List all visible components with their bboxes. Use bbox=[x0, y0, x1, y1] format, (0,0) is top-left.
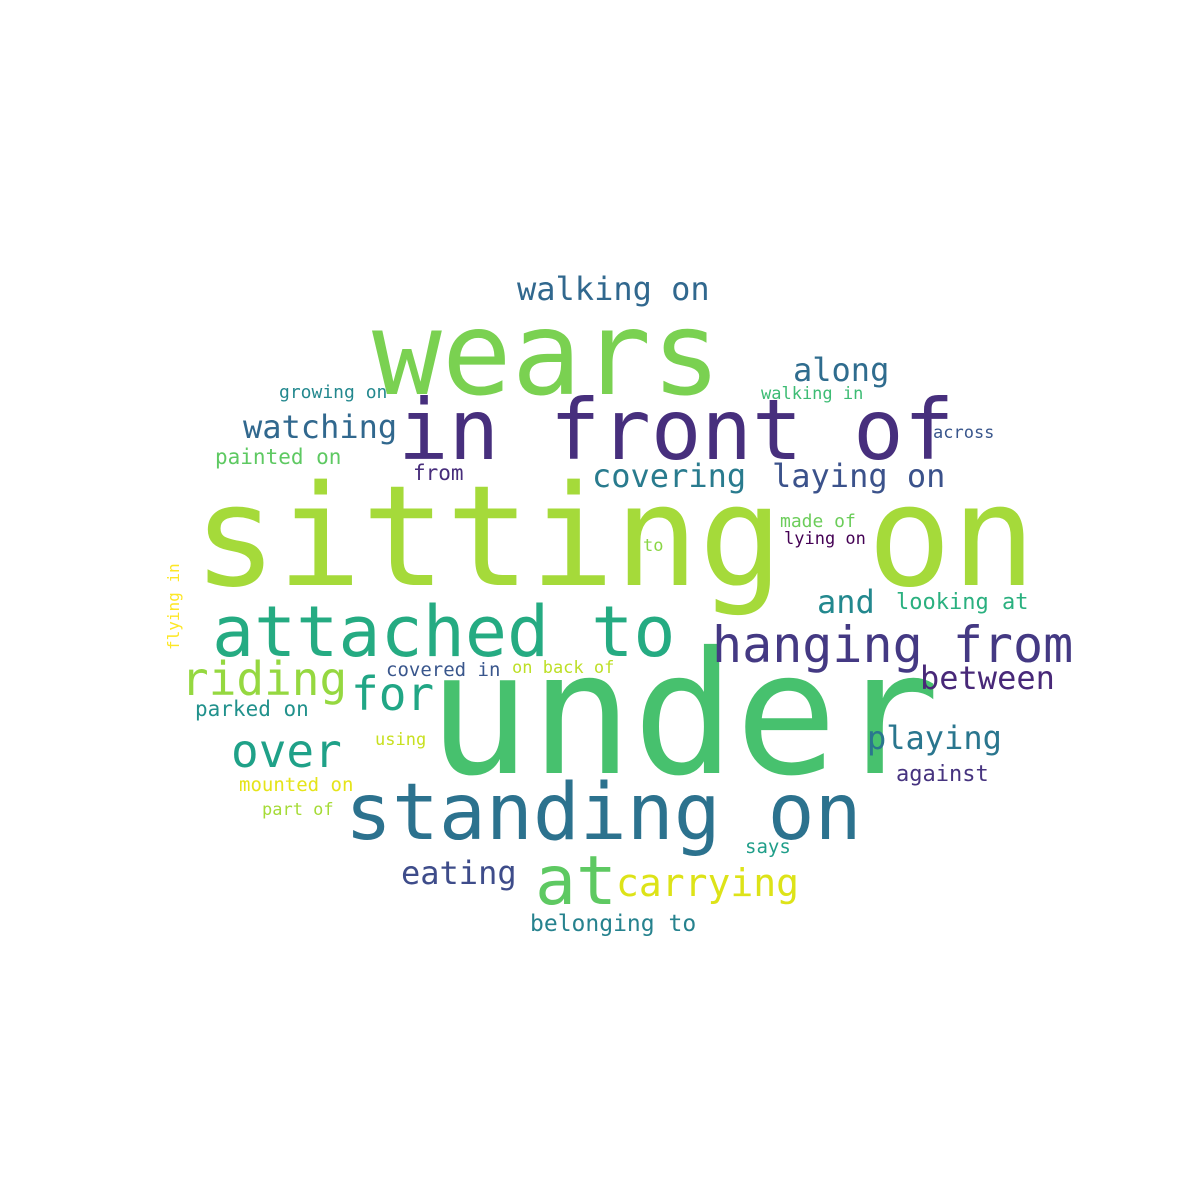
word-lying-on: lying on bbox=[784, 529, 866, 549]
word-parked-on: parked on bbox=[195, 697, 309, 721]
word-attached-to: attached to bbox=[212, 591, 676, 673]
word-on-back-of: on back of bbox=[512, 658, 615, 678]
word-walking-in: walking in bbox=[761, 384, 864, 404]
word-using: using bbox=[375, 730, 427, 750]
word-eating: eating bbox=[401, 854, 517, 892]
word-looking-at: looking at bbox=[896, 590, 1029, 615]
word-says: says bbox=[745, 836, 791, 858]
word-playing: playing bbox=[867, 719, 1002, 757]
word-wears: wears bbox=[372, 287, 722, 422]
word-part-of: part of bbox=[262, 800, 334, 820]
word-belonging-to: belonging to bbox=[530, 911, 697, 937]
word-to: to bbox=[643, 536, 664, 556]
word-from: from bbox=[413, 461, 464, 485]
word-flying-in: flying in bbox=[164, 563, 183, 650]
word-carrying: carrying bbox=[616, 861, 800, 905]
word-riding: riding bbox=[181, 652, 348, 706]
word-made-of: made of bbox=[780, 511, 856, 532]
word-across: across bbox=[933, 423, 995, 443]
word-standing-on: standing on bbox=[345, 768, 862, 858]
word-sitting-on: sitting on bbox=[193, 456, 1036, 619]
word-mounted-on: mounted on bbox=[239, 774, 354, 796]
word-under: under bbox=[428, 616, 940, 814]
word-and: and bbox=[817, 583, 875, 621]
word-painted-on: painted on bbox=[215, 445, 342, 469]
word-along: along bbox=[793, 351, 890, 389]
word-between: between bbox=[920, 659, 1055, 697]
word-for: for bbox=[351, 667, 435, 721]
word-at: at bbox=[535, 842, 617, 921]
word-over: over bbox=[231, 724, 342, 778]
word-against: against bbox=[896, 762, 989, 787]
word-covered-in: covered in bbox=[386, 659, 501, 681]
word-growing-on: growing on bbox=[279, 382, 388, 403]
word-watching: watching bbox=[243, 408, 398, 446]
word-covering: covering bbox=[592, 457, 747, 495]
word-hanging-from: hanging from bbox=[712, 616, 1074, 674]
word-laying-on: laying on bbox=[772, 457, 946, 495]
word-in-front-of: in front of bbox=[398, 381, 955, 479]
word-walking-on: walking on bbox=[517, 270, 710, 308]
